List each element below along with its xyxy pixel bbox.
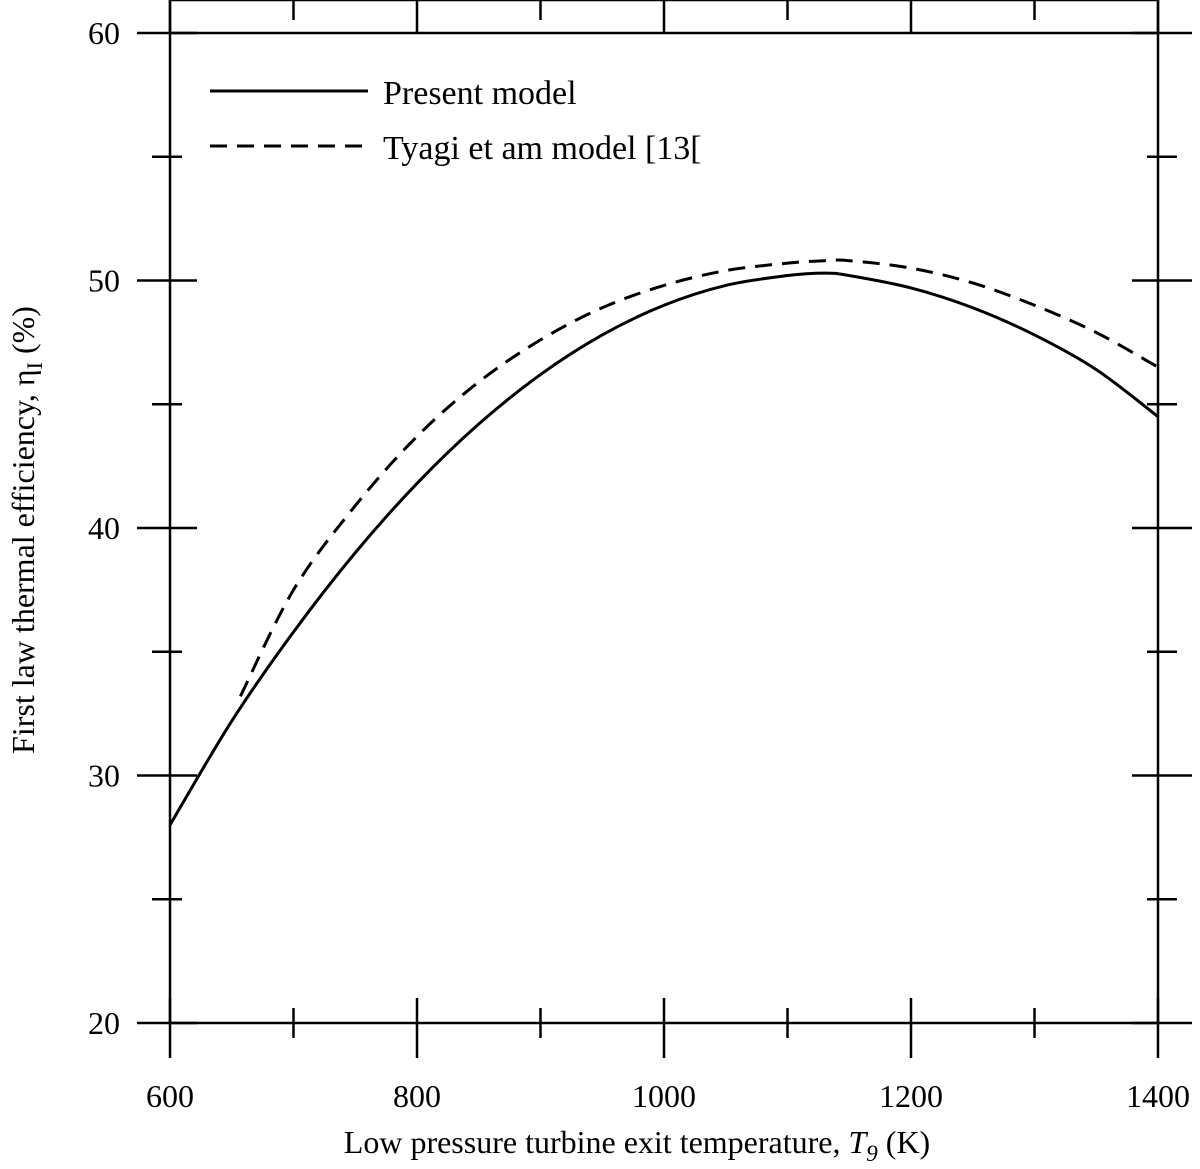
series-line-present-model: [168, 271, 1159, 826]
x-axis-title: Low pressure turbine exit temperature, T…: [344, 1124, 930, 1166]
y-axis-title-prefix: First law thermal efficiency, η: [5, 369, 41, 754]
y-tick-label-20: 20: [88, 1005, 120, 1041]
y-axis-title-suffix: (%): [5, 306, 41, 362]
legend-label-present-model: Present model: [383, 75, 577, 112]
x-tick-label-1000: 1000: [632, 1078, 696, 1114]
x-axis-title-symbol: T: [848, 1124, 868, 1160]
tick-labels: 20 30 40 50 60 600 800 1000 1200 1400: [88, 15, 1190, 1114]
series-line-tyagi-model: [239, 258, 1159, 697]
x-tick-label-800: 800: [393, 1078, 441, 1114]
x-axis-title-suffix: (K): [878, 1124, 930, 1160]
y-tick-label-50: 50: [88, 263, 120, 299]
y-axis-title: First law thermal efficiency, ηI (%): [5, 306, 47, 754]
legend-label-tyagi-model: Tyagi et am model [13[: [383, 130, 702, 167]
y-tick-label-30: 30: [88, 758, 120, 794]
y-tick-label-60: 60: [88, 15, 120, 51]
legend: Present model Tyagi et am model [13[: [210, 75, 702, 167]
x-tick-label-1200: 1200: [879, 1078, 943, 1114]
x-tick-label-600: 600: [146, 1078, 194, 1114]
y-tick-label-40: 40: [88, 510, 120, 546]
y-axis-title-subscript: I: [22, 362, 47, 369]
x-axis-title-subscript: 9: [866, 1141, 878, 1166]
x-tick-label-1400: 1400: [1126, 1078, 1190, 1114]
axis-ticks: [137, 0, 1192, 1058]
x-axis-title-prefix: Low pressure turbine exit temperature,: [344, 1124, 849, 1160]
series-layer: [168, 258, 1159, 826]
